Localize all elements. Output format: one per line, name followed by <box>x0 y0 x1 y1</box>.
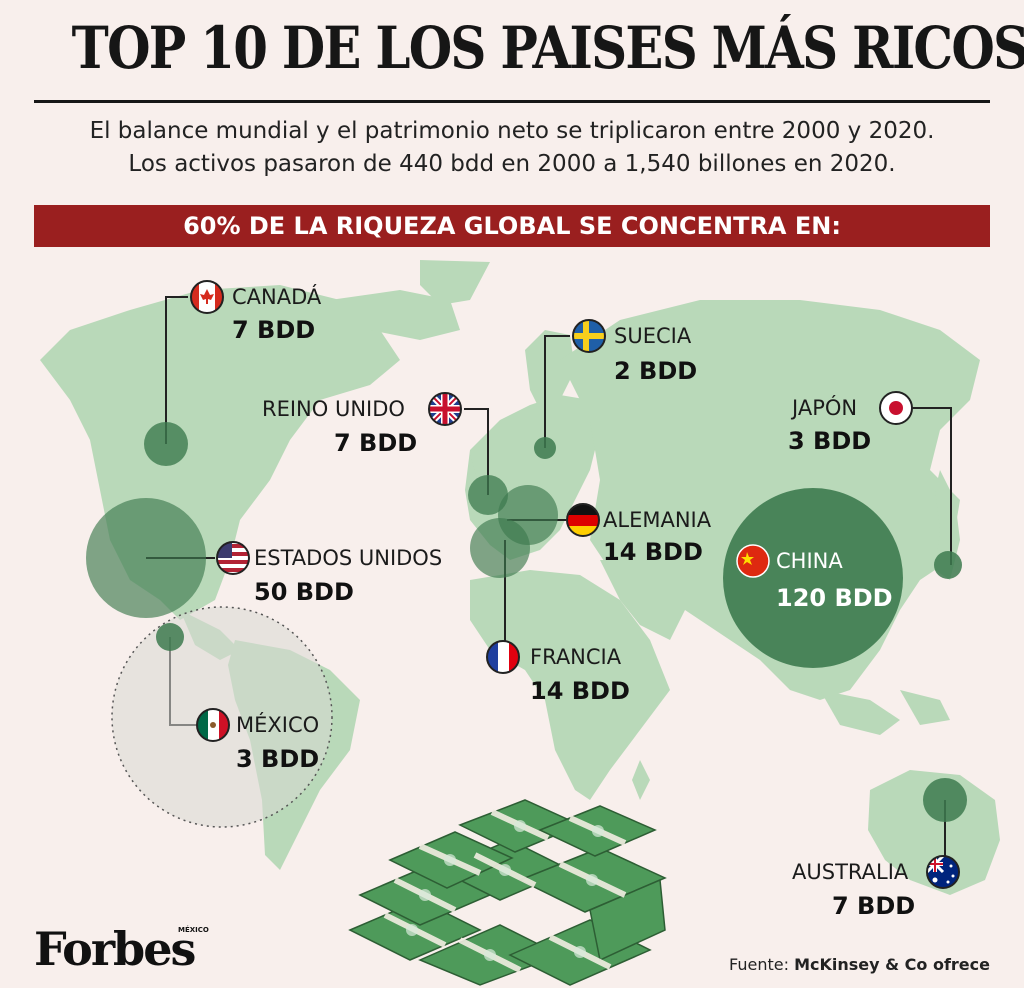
bubble-mexico <box>156 623 184 651</box>
forbes-logo-sub: MÉXICO <box>178 926 209 934</box>
label-francia: FRANCIA <box>530 645 622 669</box>
value-francia: 14 BDD <box>530 677 630 705</box>
page-title: TOP 10 DE LOS PAISES MÁS RICOS <box>71 14 1024 82</box>
source-name: McKinsey & Co ofrece <box>794 955 990 974</box>
value-mexico: 3 BDD <box>236 745 320 773</box>
value-alemania: 14 BDD <box>603 538 703 566</box>
bubble-canada <box>144 422 188 466</box>
label-australia: AUSTRALIA <box>792 860 909 884</box>
subtitle-line-1: El balance mundial y el patrimonio neto … <box>89 118 935 144</box>
value-suecia: 2 BDD <box>614 357 698 385</box>
japan-flag-icon <box>879 391 913 425</box>
label-estados-unidos: ESTADOS UNIDOS <box>254 546 443 570</box>
label-alemania: ALEMANIA <box>603 508 712 532</box>
label-reino-unido: REINO UNIDO <box>262 397 405 421</box>
label-china: CHINA <box>776 549 843 573</box>
label-suecia: SUECIA <box>614 324 692 348</box>
china-flag-icon <box>736 544 770 578</box>
mexico-flag-icon <box>196 708 230 742</box>
bubble-alemania <box>498 485 558 545</box>
value-japon: 3 BDD <box>788 427 872 455</box>
bubble-reino-unido <box>468 475 508 515</box>
usa-flag-icon <box>216 541 250 575</box>
bubble-australia <box>923 778 967 822</box>
title-divider <box>34 100 990 103</box>
sweden-flag-icon <box>572 319 606 353</box>
australia-flag-icon <box>926 855 960 889</box>
value-estados-unidos: 50 BDD <box>254 578 354 606</box>
value-reino-unido: 7 BDD <box>334 429 418 457</box>
bubble-china <box>723 488 903 668</box>
label-japon: JAPÓN <box>792 396 858 420</box>
bubble-japon <box>934 551 962 579</box>
source-prefix: Fuente: <box>729 955 795 974</box>
value-canada: 7 BDD <box>232 316 316 344</box>
subtitle-line-2: Los activos pasaron de 440 bdd en 2000 a… <box>128 151 896 177</box>
uk-flag-icon <box>428 392 462 426</box>
bubble-suecia <box>534 437 556 459</box>
banner: 60% DE LA RIQUEZA GLOBAL SE CONCENTRA EN… <box>34 205 990 247</box>
forbes-logo: Forbes <box>34 922 196 976</box>
canada-flag-icon <box>190 280 224 314</box>
germany-flag-icon <box>566 503 600 537</box>
value-china: 120 BDD <box>776 584 893 612</box>
value-australia: 7 BDD <box>832 892 916 920</box>
label-canada: CANADÁ <box>232 285 322 309</box>
money-stacks-icon <box>348 799 667 986</box>
label-mexico: MÉXICO <box>236 713 320 737</box>
source-credit: Fuente: McKinsey & Co ofrece <box>729 955 990 974</box>
bubble-estados-unidos <box>86 498 206 618</box>
france-flag-icon <box>486 640 520 674</box>
